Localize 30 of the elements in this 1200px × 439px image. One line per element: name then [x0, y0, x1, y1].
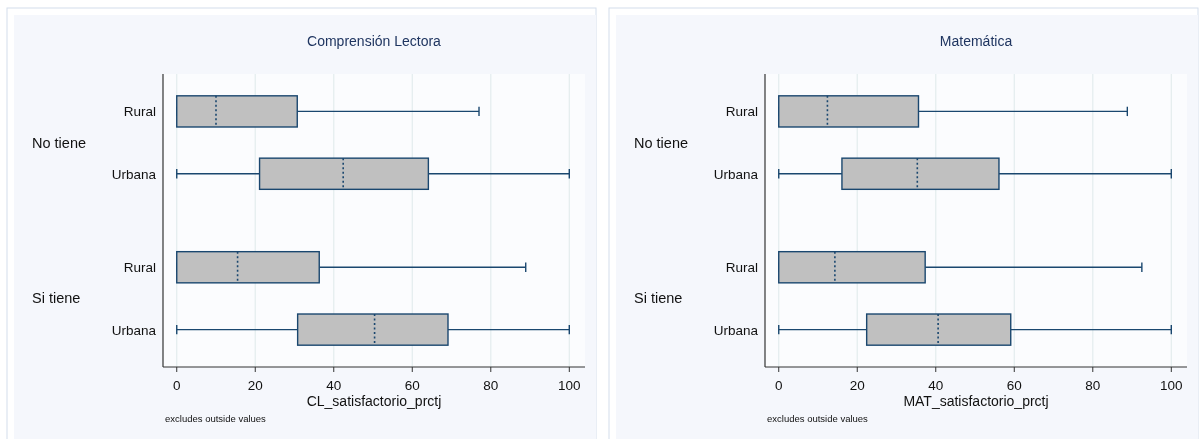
x-tick-label: 20	[247, 378, 263, 393]
x-tick-label: 80	[1085, 378, 1101, 393]
y-tick-label: Urbana	[713, 322, 759, 338]
x-tick-label: 0	[172, 378, 181, 393]
chart-title: Matemática	[939, 33, 1013, 49]
y-tick-label: Urbana	[111, 322, 157, 338]
x-tick-label: 80	[483, 378, 499, 393]
x-axis-title: CL_satisfactorio_prctj	[306, 393, 442, 409]
chart-title: Comprensión Lectora	[307, 33, 442, 49]
y-tick-label: Urbana	[713, 166, 759, 182]
x-tick-label: 40	[326, 378, 342, 393]
x-tick-label: 100	[1160, 378, 1183, 393]
text: excludes outside values	[767, 413, 869, 424]
text: excludes outside values	[165, 413, 267, 424]
x-tick-label: 100	[558, 378, 581, 393]
x-tick-label: 60	[1006, 378, 1022, 393]
text: Si tiene	[32, 290, 81, 307]
x-tick-label: 40	[928, 378, 944, 393]
y-tick-label: Rural	[725, 104, 758, 120]
y-tick-label: Rural	[725, 260, 758, 276]
x-axis-title: MAT_satisfactorio_prctj	[903, 393, 1049, 409]
x-tick-label: 60	[404, 378, 420, 393]
x-tick-label: 20	[849, 378, 865, 393]
y-tick-label: Urbana	[111, 166, 157, 182]
text: No tiene	[634, 134, 689, 151]
y-tick-label: Rural	[123, 104, 156, 120]
y-tick-label: Rural	[123, 260, 156, 276]
x-tick-label: 0	[774, 378, 783, 393]
text: Si tiene	[634, 290, 683, 307]
text: No tiene	[32, 134, 87, 151]
